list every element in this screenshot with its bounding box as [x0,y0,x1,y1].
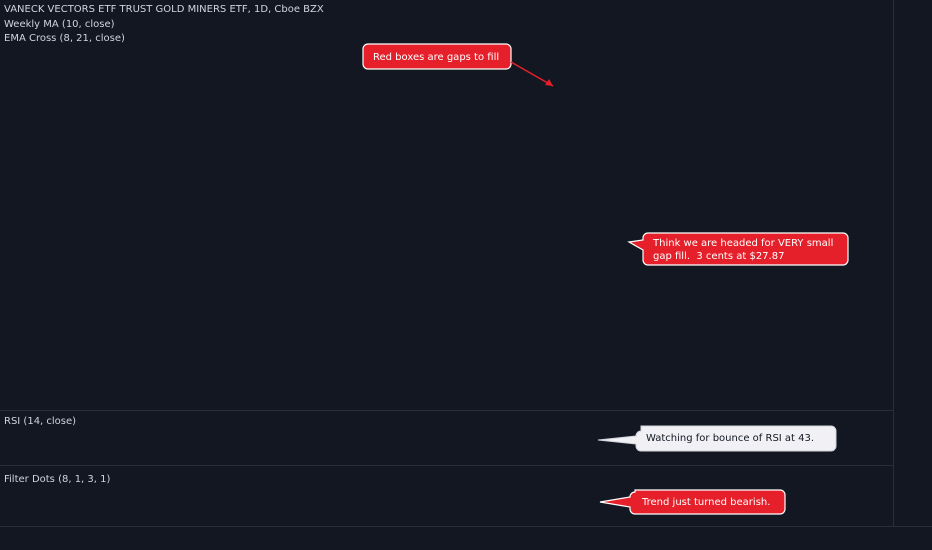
callout: Think we are headed for VERY small gap f… [627,232,849,266]
callout-text: Trend just turned bearish. [641,497,770,508]
callout-text: Watching for bounce of RSI at 43. [646,433,814,444]
callout-text: gap fill. 3 cents at $27.87 [653,251,784,262]
callout: Trend just turned bearish. [599,489,786,515]
callout-box [597,425,837,452]
indicator-legend: EMA Cross (8, 21, close) [4,33,125,44]
callout-box [362,43,512,70]
callout-box [627,232,849,266]
callout-text: Red boxes are gaps to fill [373,52,499,63]
rsi-title: RSI (14, close) [4,416,76,427]
indicator-legend: Weekly MA (10, close) [4,19,115,30]
symbol-title: VANECK VECTORS ETF TRUST GOLD MINERS ETF… [4,4,324,15]
callout-arrow [510,61,554,87]
callout-text: Think we are headed for VERY small [652,238,833,249]
filter-title: Filter Dots (8, 1, 3, 1) [4,474,110,485]
callout: Watching for bounce of RSI at 43. [597,425,837,452]
callout-arrowhead [545,79,553,86]
callout: Red boxes are gaps to fill [362,43,554,87]
callout-box [599,489,786,515]
